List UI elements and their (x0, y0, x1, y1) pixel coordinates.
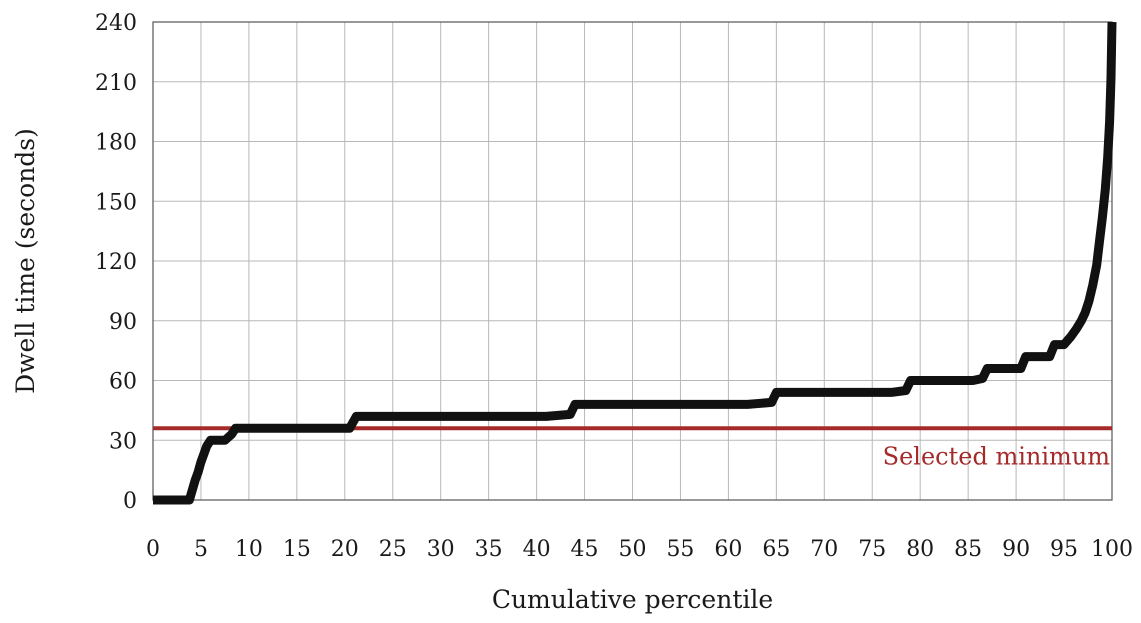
y-tick-label: 90 (109, 310, 137, 335)
x-tick-label: 0 (146, 537, 160, 562)
y-tick-label: 240 (95, 11, 137, 36)
dwell-time-series-line (153, 21, 1117, 505)
y-tick-labels: 0 30 60 90 120 150 180 210 240 (95, 11, 137, 514)
x-axis-label: Cumulative percentile (492, 585, 773, 614)
y-axis-label: Dwell time (seconds) (11, 128, 40, 394)
x-tick-label: 65 (762, 537, 790, 562)
x-tick-label: 100 (1091, 537, 1133, 562)
y-tick-label: 30 (109, 429, 137, 454)
x-tick-label: 85 (954, 537, 982, 562)
y-tick-label: 0 (123, 489, 137, 514)
x-tick-label: 50 (619, 537, 647, 562)
x-tick-labels: 0 5 10 15 20 25 30 35 40 45 50 55 60 65 70 75 80 85 90 95 10… (146, 537, 1133, 562)
y-tick-label: 210 (95, 71, 137, 96)
y-tick-label: 120 (95, 250, 137, 275)
x-tick-label: 95 (1050, 537, 1078, 562)
x-tick-label: 5 (194, 537, 208, 562)
x-tick-label: 40 (523, 537, 551, 562)
x-tick-label: 60 (714, 537, 742, 562)
y-tick-label: 180 (95, 131, 137, 156)
x-tick-label: 90 (1002, 537, 1030, 562)
x-tick-label: 25 (379, 537, 407, 562)
reference-line-label: Selected minimum (883, 442, 1111, 470)
x-tick-label: 80 (906, 537, 934, 562)
x-tick-label: 55 (666, 537, 694, 562)
y-tick-label: 60 (109, 370, 137, 395)
x-tick-label: 20 (331, 537, 359, 562)
series-group (153, 21, 1117, 505)
x-tick-label: 70 (810, 537, 838, 562)
x-tick-label: 15 (283, 537, 311, 562)
x-tick-label: 75 (858, 537, 886, 562)
x-tick-label: 10 (235, 537, 263, 562)
x-tick-label: 35 (475, 537, 503, 562)
x-tick-label: 45 (571, 537, 599, 562)
x-tick-label: 30 (427, 537, 455, 562)
y-tick-label: 150 (95, 190, 137, 215)
plot-frame (152, 21, 1113, 501)
